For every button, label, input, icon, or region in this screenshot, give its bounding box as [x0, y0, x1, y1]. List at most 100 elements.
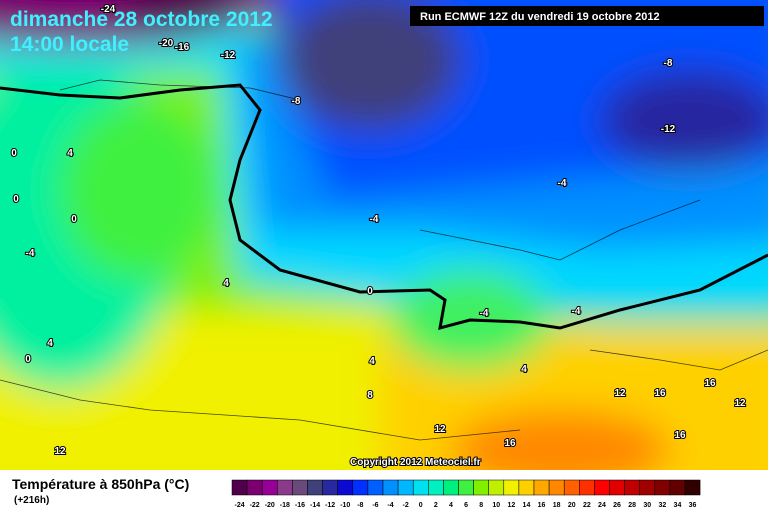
scale-label: -8 — [357, 502, 363, 509]
contour-label: 0 — [367, 286, 373, 297]
contour-label: 16 — [504, 438, 516, 449]
contour-label: 0 — [25, 354, 31, 365]
scale-cell — [412, 479, 429, 496]
scale-label: 6 — [464, 502, 468, 509]
run-box — [410, 6, 764, 26]
scale-label: 32 — [658, 502, 666, 509]
contour-label: -24 — [101, 4, 116, 15]
contour-label: -4 — [26, 248, 35, 259]
scale-label: 4 — [449, 502, 453, 509]
scale-label: -20 — [265, 502, 275, 509]
scale-cell — [428, 479, 444, 496]
contour-label: 8 — [367, 390, 373, 401]
scale-label: 14 — [523, 502, 531, 509]
scale-cell — [473, 479, 489, 496]
scale-label: 18 — [553, 502, 561, 509]
scale-label: 26 — [613, 502, 621, 509]
scale-label: 24 — [598, 502, 606, 509]
scale-cell — [488, 479, 505, 496]
scale-label: 2 — [434, 502, 438, 509]
contour-label: -20 — [159, 38, 174, 49]
contour-label: 16 — [674, 430, 686, 441]
scale-cell — [669, 479, 686, 496]
contour-label: -8 — [292, 96, 301, 107]
scale-label: 12 — [507, 502, 515, 509]
scale-label: 28 — [628, 502, 636, 509]
scale-cell — [322, 479, 338, 496]
scale-cell — [684, 479, 701, 496]
contour-label: 4 — [47, 338, 53, 349]
run-label: Run ECMWF 12Z du vendredi 19 octobre 201… — [420, 11, 660, 23]
contour-label: -4 — [480, 308, 489, 319]
scale-label: -4 — [387, 502, 393, 509]
contour-label: 0 — [13, 194, 19, 205]
scale-label: -18 — [280, 502, 290, 509]
contour-label: 4 — [369, 356, 375, 367]
scale-label: 8 — [479, 502, 483, 509]
scale-cell — [292, 479, 308, 496]
contour-label: -12 — [661, 124, 676, 135]
color-scale: -24 -22 -20 -18 -16 -14 -12 -10 -8 -6 -4 -2 0 2 4 6 8 10 1… — [231, 479, 701, 509]
contour-label: 16 — [704, 378, 716, 389]
scale-cell — [548, 479, 565, 496]
scale-cell — [443, 479, 459, 496]
scale-label: 36 — [689, 502, 697, 509]
scale-cell — [382, 479, 399, 496]
scale-cell — [337, 479, 354, 496]
contour-label: -4 — [558, 178, 567, 189]
scale-label: 20 — [568, 502, 576, 509]
contour-label: 0 — [11, 148, 17, 159]
scale-cell — [654, 479, 671, 496]
scale-label: -10 — [340, 502, 350, 509]
scale-label: -6 — [372, 502, 378, 509]
contour-label: 4 — [67, 148, 73, 159]
contour-label: 12 — [434, 424, 446, 435]
scale-cell — [518, 479, 535, 496]
contour-label: 16 — [654, 388, 666, 399]
scale-cell — [639, 479, 656, 496]
lead-time: (+216h) — [14, 495, 49, 506]
contour-label: -16 — [175, 42, 190, 53]
date-title: dimanche 28 octobre 2012 — [10, 8, 273, 31]
scale-cell — [624, 479, 640, 496]
scale-label: 0 — [419, 502, 423, 509]
scale-cell — [533, 479, 550, 496]
contour-label: 0 — [71, 214, 77, 225]
legend-title: Température à 850hPa (°C) — [12, 476, 189, 492]
scale-cell — [261, 479, 278, 496]
scale-cell — [594, 479, 610, 496]
scale-cell — [458, 479, 474, 496]
contour-label: 12 — [734, 398, 746, 409]
contour-label: 4 — [223, 278, 229, 289]
scale-label: 10 — [492, 502, 500, 509]
contour-label: 12 — [54, 446, 66, 457]
scale-cell — [352, 479, 369, 496]
scale-label: 22 — [583, 502, 591, 509]
contour-label: 4 — [521, 364, 527, 375]
contour-label: -4 — [370, 214, 379, 225]
scale-label: 16 — [538, 502, 546, 509]
contour-labels: -24 -20 -16 -12 -8 -8 -12 -4 -4 -4 -4 -4 0 0 0 0 0 4 4 4 4 4 8… — [10, 3, 747, 458]
contour-label: 12 — [614, 388, 626, 399]
scale-cell — [609, 479, 625, 496]
scale-cell — [367, 479, 384, 496]
scale-label: -16 — [295, 502, 305, 509]
scale-cell — [503, 479, 520, 496]
scale-label: -24 — [234, 502, 244, 509]
scale-label: -14 — [310, 502, 320, 509]
scale-cell — [307, 479, 323, 496]
contour-label: -4 — [572, 306, 581, 317]
scale-cell — [246, 479, 263, 496]
scale-label: 34 — [674, 502, 682, 509]
scale-label: -2 — [403, 502, 409, 509]
time-title: 14:00 locale — [10, 33, 129, 56]
scale-cell — [579, 479, 595, 496]
scale-cell — [231, 479, 248, 496]
scale-cell — [397, 479, 414, 496]
scale-cell — [277, 479, 293, 496]
contour-label: -12 — [221, 50, 236, 61]
scale-label: -22 — [250, 502, 260, 509]
scale-label: -12 — [325, 502, 335, 509]
